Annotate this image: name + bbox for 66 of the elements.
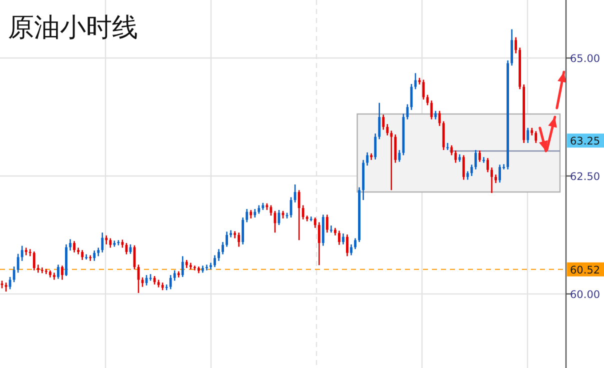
candlestick	[298, 189, 300, 241]
annotation: 63.25	[570, 136, 600, 148]
candlestick	[206, 264, 208, 271]
candlestick	[350, 244, 352, 256]
candlestick	[390, 130, 393, 191]
title: 原油小时线	[8, 13, 138, 43]
candlestick	[238, 232, 240, 248]
candlestick	[486, 157, 489, 173]
candlestick	[386, 123, 389, 136]
candlestick	[470, 164, 473, 177]
candlestick	[61, 264, 64, 280]
candlestick	[462, 154, 465, 180]
candlestick	[16, 253, 20, 274]
candlestick	[410, 83, 413, 111]
candlestick	[490, 166, 493, 194]
candlestick	[109, 238, 112, 248]
candlestick	[40, 266, 44, 274]
candlestick	[302, 204, 304, 220]
candlestick	[20, 245, 24, 262]
candlestick	[125, 242, 128, 255]
candlestick	[366, 152, 369, 166]
candlestick	[173, 270, 176, 282]
candlestick	[338, 230, 340, 246]
candlestick	[93, 250, 96, 262]
candlestick	[318, 222, 320, 266]
candlestick	[330, 224, 332, 234]
candlestick	[89, 254, 92, 262]
candlestick	[73, 240, 76, 254]
candlestick	[374, 132, 377, 160]
candlestick	[482, 156, 485, 164]
candlestick	[226, 231, 228, 248]
candlestick	[181, 256, 184, 278]
candlestick	[242, 216, 244, 246]
candlestick	[354, 238, 356, 250]
candlestick	[454, 150, 457, 164]
candlestick	[326, 214, 328, 234]
candlestick	[514, 36, 518, 54]
candlestick	[101, 232, 104, 254]
candlestick	[69, 238, 72, 252]
candlestick	[12, 266, 16, 283]
candlestick	[32, 250, 36, 271]
candlestick	[534, 130, 538, 144]
candlestick	[81, 249, 84, 261]
candlestick	[450, 144, 453, 156]
candlestick	[478, 150, 481, 162]
candlestick	[342, 232, 344, 246]
candlestick	[406, 104, 409, 120]
candlestick	[398, 149, 401, 162]
candlestick	[498, 164, 501, 184]
candlestick	[169, 274, 172, 290]
candlestick	[314, 216, 316, 229]
candlestick	[474, 149, 477, 170]
candlestick	[222, 241, 224, 255]
candlestick	[510, 28, 514, 66]
candlestick	[218, 248, 220, 262]
candlestick	[57, 264, 60, 280]
candlestick	[28, 248, 32, 257]
candlestick	[526, 127, 530, 144]
candlestick	[193, 264, 196, 271]
candlestick	[214, 254, 216, 268]
candlestick	[346, 234, 348, 257]
candlestick	[378, 102, 381, 140]
candlestick	[246, 208, 248, 223]
candlestick	[382, 114, 385, 130]
candlestick	[394, 134, 397, 164]
candlestick	[438, 110, 441, 127]
